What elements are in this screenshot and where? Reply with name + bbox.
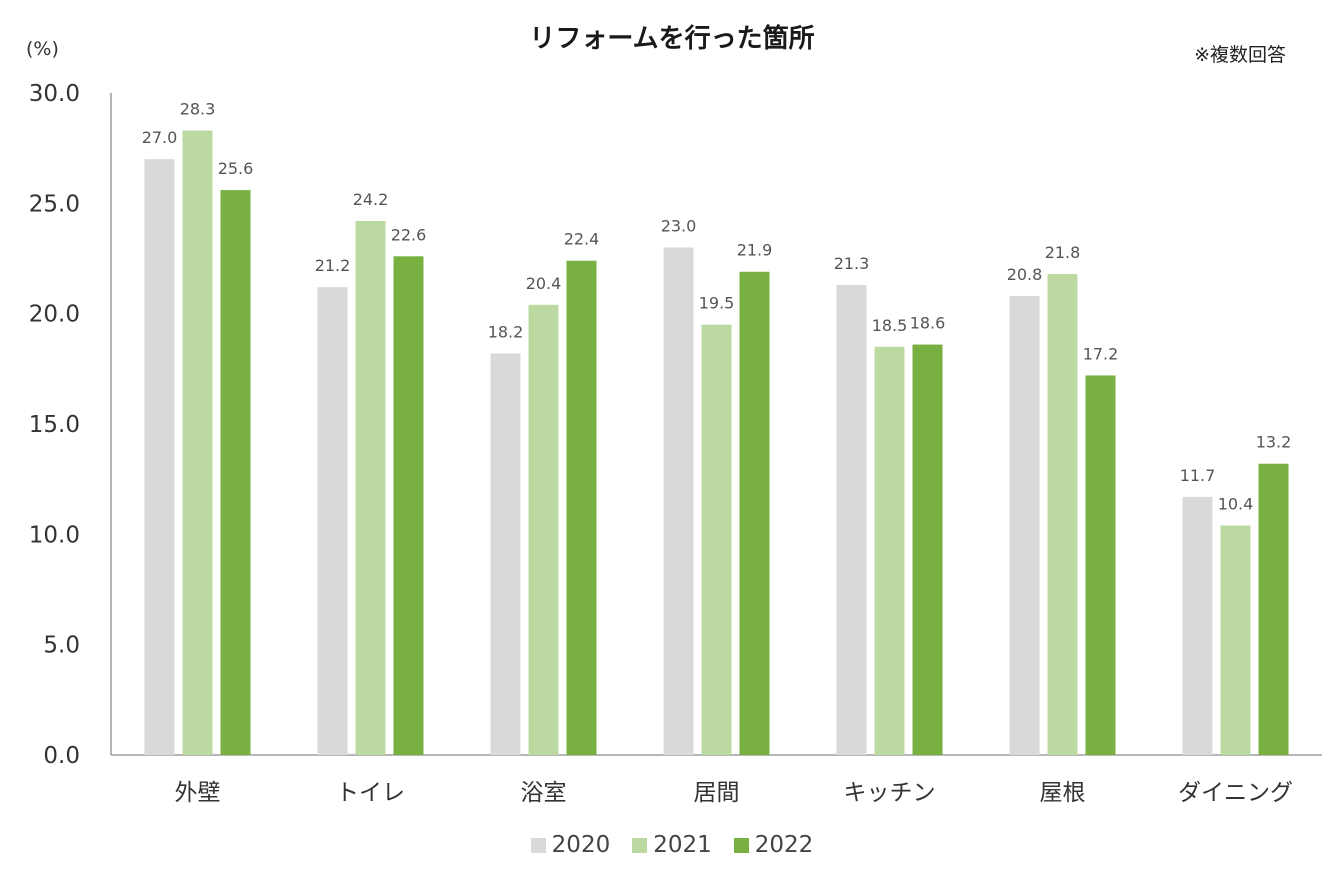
data-label-2021: 19.5 bbox=[699, 294, 735, 313]
data-label-2022: 13.2 bbox=[1256, 433, 1292, 452]
bar-2020 bbox=[836, 284, 867, 755]
data-label-2021: 28.3 bbox=[180, 100, 216, 119]
bar-2020 bbox=[317, 287, 348, 755]
data-label-2022: 18.6 bbox=[910, 314, 946, 333]
bar-2021 bbox=[182, 130, 213, 756]
y-unit-label: (%) bbox=[26, 38, 59, 60]
y-tick-label: 10.0 bbox=[29, 522, 80, 548]
y-tick-label: 25.0 bbox=[29, 191, 80, 217]
bar-2020 bbox=[490, 353, 521, 755]
bar-2022 bbox=[220, 190, 251, 756]
legend-label: 2021 bbox=[653, 832, 712, 858]
legend-swatch bbox=[733, 837, 749, 853]
data-label-2020: 27.0 bbox=[142, 128, 178, 147]
bar-2021 bbox=[1047, 273, 1078, 755]
data-label-2021: 24.2 bbox=[353, 190, 389, 209]
data-label-2020: 18.2 bbox=[488, 322, 524, 341]
legend-item-2021: 2021 bbox=[632, 832, 712, 858]
data-label-2022: 17.2 bbox=[1083, 344, 1119, 363]
category-label: 居間 bbox=[694, 780, 740, 806]
category-label: ダイニング bbox=[1178, 780, 1293, 806]
bar-2020 bbox=[144, 159, 175, 755]
legend-item-2020: 2020 bbox=[530, 832, 611, 858]
category-label: 外壁 bbox=[175, 780, 221, 806]
legend-label: 2020 bbox=[551, 832, 611, 858]
legend-label: 2022 bbox=[754, 832, 814, 858]
data-label-2021: 21.8 bbox=[1045, 243, 1081, 262]
y-tick-label: 0.0 bbox=[43, 743, 80, 769]
y-tick-label: 30.0 bbox=[29, 81, 80, 107]
bar-2020 bbox=[1182, 496, 1213, 755]
bar-2021 bbox=[528, 304, 559, 755]
bar-2022 bbox=[1258, 463, 1289, 755]
bar-2021 bbox=[1220, 525, 1251, 755]
data-label-2020: 11.7 bbox=[1180, 466, 1216, 485]
bar-2022 bbox=[566, 260, 597, 755]
data-label-2022: 21.9 bbox=[737, 241, 773, 260]
bar-2020 bbox=[1009, 296, 1040, 755]
data-label-2021: 18.5 bbox=[872, 316, 908, 335]
category-label: 浴室 bbox=[521, 780, 567, 806]
legend-swatch bbox=[530, 837, 546, 853]
bar-2022 bbox=[393, 256, 424, 755]
data-label-2020: 20.8 bbox=[1007, 265, 1043, 284]
bar-2020 bbox=[663, 247, 694, 755]
data-label-2020: 23.0 bbox=[661, 216, 697, 235]
legend-item-2022: 2022 bbox=[733, 832, 814, 858]
bar-2022 bbox=[912, 344, 943, 755]
chart-title: リフォームを行った箇所 bbox=[529, 24, 815, 54]
data-label-2020: 21.2 bbox=[315, 256, 351, 275]
bar-2021 bbox=[701, 324, 732, 755]
bar-2021 bbox=[355, 220, 386, 755]
bar-2021 bbox=[874, 346, 905, 755]
data-label-2020: 21.3 bbox=[834, 254, 870, 273]
y-tick-label: 5.0 bbox=[43, 633, 80, 659]
y-tick-label: 20.0 bbox=[29, 302, 80, 328]
data-label-2022: 22.6 bbox=[391, 225, 427, 244]
multiple-answer-note: ※複数回答 bbox=[1194, 44, 1286, 66]
category-label: キッチン bbox=[844, 780, 936, 806]
data-label-2022: 25.6 bbox=[218, 159, 254, 178]
data-label-2022: 22.4 bbox=[564, 230, 600, 249]
data-label-2021: 10.4 bbox=[1218, 495, 1254, 514]
legend: 2020 2021 2022 bbox=[0, 832, 1344, 858]
bar-2022 bbox=[739, 271, 770, 755]
legend-swatch bbox=[632, 837, 648, 853]
data-label-2021: 20.4 bbox=[526, 274, 562, 293]
category-label: トイレ bbox=[336, 780, 405, 806]
category-label: 屋根 bbox=[1040, 780, 1086, 806]
bar-2022 bbox=[1085, 375, 1116, 755]
y-tick-label: 15.0 bbox=[29, 412, 80, 438]
